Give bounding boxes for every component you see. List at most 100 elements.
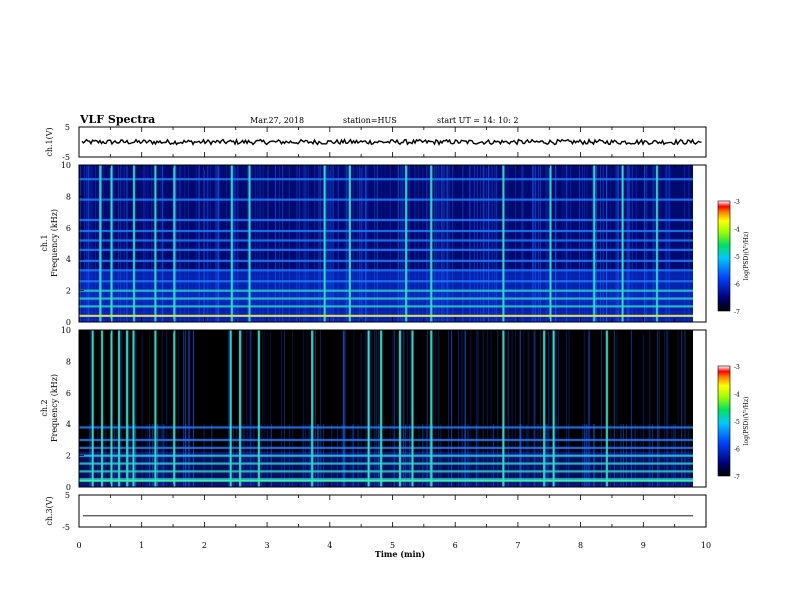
sferic-core-17	[502, 330, 504, 487]
speckle-column	[288, 165, 290, 322]
speckle-column	[441, 165, 443, 322]
ch1-waveform-yticks: 5 -5	[62, 123, 84, 162]
noise-band	[79, 306, 693, 311]
sferic-core-14	[399, 330, 401, 487]
sferic-core-7	[173, 330, 175, 487]
speckle-column	[616, 330, 618, 487]
speckle-column	[528, 330, 530, 487]
speckle-column	[189, 330, 190, 487]
speckle-column	[626, 165, 628, 322]
speckle-column	[344, 330, 346, 487]
speckle-column	[497, 330, 499, 487]
speckle-column	[476, 330, 478, 487]
time-tick-label-1: 1	[139, 541, 144, 550]
speckle-column	[477, 165, 478, 322]
ch3-waveform-panel: 5 -5 ch.3(V)	[45, 491, 707, 532]
noise-band	[79, 310, 693, 315]
speckle-column	[535, 165, 536, 322]
time-axis-ticks	[78, 127, 707, 527]
speckle-column	[246, 165, 248, 322]
freq-tick-label-2-5: 10	[61, 326, 71, 335]
speckle-column	[645, 165, 647, 322]
speckle-column	[566, 165, 567, 322]
speckle-column	[247, 165, 249, 322]
speckle-column	[596, 165, 597, 322]
speckle-column	[175, 165, 177, 322]
speckle-column	[669, 165, 670, 322]
noise-band	[79, 459, 693, 464]
speckle-column	[195, 165, 197, 322]
speckle-column	[306, 330, 308, 487]
speckle-column	[664, 165, 666, 322]
speckle-column	[397, 165, 399, 322]
speckle-column	[426, 330, 428, 487]
speckle-column	[496, 165, 497, 322]
tone-line-5	[79, 438, 693, 442]
speckle-column	[533, 165, 535, 322]
speckle-column	[298, 165, 300, 322]
speckle-column	[120, 330, 122, 487]
speckle-column	[684, 165, 686, 322]
speckle-column	[631, 330, 632, 487]
station-label: station=HUS	[343, 116, 397, 125]
freq-tick-label-1-5: 10	[61, 161, 71, 170]
noise-band	[79, 290, 693, 295]
speckle-column	[462, 165, 464, 322]
speckle-column	[587, 330, 589, 487]
ytick-label-3-0: 5	[65, 491, 70, 500]
speckle-column	[397, 165, 399, 322]
speckle-column	[507, 330, 509, 487]
speckle-column	[653, 165, 655, 322]
speckle-column	[228, 330, 229, 487]
ch1-waveform-trace	[81, 137, 702, 146]
speckle-column	[515, 165, 516, 322]
speckle-column	[143, 165, 145, 322]
speckle-column	[338, 165, 339, 322]
speckle-column	[600, 165, 601, 322]
speckle-column	[465, 330, 466, 487]
speckle-column	[327, 165, 329, 322]
start-time-label: start UT = 14: 10: 2	[437, 116, 518, 125]
colorbar-tick-label-0: -3	[734, 364, 740, 371]
time-tick-label-5: 5	[390, 541, 395, 550]
noise-band	[79, 463, 693, 468]
sferic-core-8	[230, 330, 232, 487]
speckle-column	[359, 165, 361, 322]
speckle-column	[365, 165, 367, 322]
time-axis-tick-labels: 0 1 2 3 4 5 6 7 8 9 10	[76, 541, 711, 550]
speckle-column	[568, 330, 569, 487]
noise-band	[79, 294, 693, 299]
speckle-column	[343, 330, 344, 487]
speckle-column	[527, 330, 529, 487]
speckle-column	[112, 165, 114, 322]
speckle-column	[582, 165, 583, 322]
speckle-column	[371, 330, 372, 487]
tone-line-3	[79, 289, 693, 292]
speckle-column	[418, 165, 420, 322]
speckle-column	[532, 165, 533, 322]
speckle-column	[476, 165, 478, 322]
sferic-core-13	[593, 165, 595, 322]
speckle-column	[583, 330, 585, 487]
speckle-column	[314, 165, 316, 322]
speckle-column	[488, 165, 489, 322]
speckle-column	[303, 330, 305, 487]
speckle-column	[235, 165, 236, 322]
colorbar-tick-label-2: -5	[734, 419, 740, 426]
sferic-core-5	[132, 330, 134, 487]
tone-line-4	[79, 280, 693, 283]
colorbar-tick-label-1: -4	[734, 227, 740, 234]
speckle-column	[192, 330, 194, 487]
speckle-column	[184, 165, 186, 322]
sferic-core-3	[118, 330, 120, 487]
noise-band	[79, 451, 693, 456]
speckle-column	[166, 330, 168, 487]
speckle-column	[353, 330, 355, 487]
speckle-column	[522, 165, 524, 322]
speckle-column	[523, 330, 525, 487]
time-tick-label-0: 0	[76, 541, 81, 550]
speckle-column	[642, 330, 644, 487]
ch3-waveform-yticks: 5 -5	[62, 491, 84, 532]
speckle-column	[135, 330, 137, 487]
freq-tick-label-2-3: 6	[66, 389, 71, 398]
